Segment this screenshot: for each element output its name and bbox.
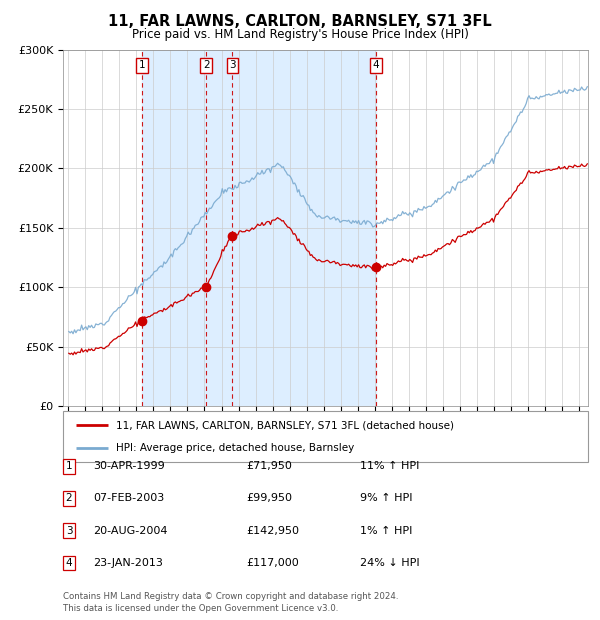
- Text: 4: 4: [65, 558, 73, 568]
- Text: £99,950: £99,950: [246, 494, 292, 503]
- Text: 1: 1: [65, 461, 73, 471]
- Text: £71,950: £71,950: [246, 461, 292, 471]
- Text: 11, FAR LAWNS, CARLTON, BARNSLEY, S71 3FL (detached house): 11, FAR LAWNS, CARLTON, BARNSLEY, S71 3F…: [115, 420, 454, 430]
- Text: 20-AUG-2004: 20-AUG-2004: [93, 526, 167, 536]
- Text: 24% ↓ HPI: 24% ↓ HPI: [360, 558, 419, 568]
- Text: HPI: Average price, detached house, Barnsley: HPI: Average price, detached house, Barn…: [115, 443, 354, 453]
- Text: 30-APR-1999: 30-APR-1999: [93, 461, 165, 471]
- Text: Price paid vs. HM Land Registry's House Price Index (HPI): Price paid vs. HM Land Registry's House …: [131, 28, 469, 41]
- Text: 9% ↑ HPI: 9% ↑ HPI: [360, 494, 413, 503]
- Text: 3: 3: [229, 60, 236, 70]
- Text: 2: 2: [65, 494, 73, 503]
- Text: 11% ↑ HPI: 11% ↑ HPI: [360, 461, 419, 471]
- Text: 4: 4: [373, 60, 379, 70]
- Text: 07-FEB-2003: 07-FEB-2003: [93, 494, 164, 503]
- Text: £142,950: £142,950: [246, 526, 299, 536]
- Text: 3: 3: [65, 526, 73, 536]
- Text: 23-JAN-2013: 23-JAN-2013: [93, 558, 163, 568]
- Text: 1: 1: [139, 60, 145, 70]
- Text: 1% ↑ HPI: 1% ↑ HPI: [360, 526, 412, 536]
- Text: 2: 2: [203, 60, 209, 70]
- Bar: [142, 50, 376, 406]
- Text: Contains HM Land Registry data © Crown copyright and database right 2024.
This d: Contains HM Land Registry data © Crown c…: [63, 591, 398, 613]
- Text: 11, FAR LAWNS, CARLTON, BARNSLEY, S71 3FL: 11, FAR LAWNS, CARLTON, BARNSLEY, S71 3F…: [108, 14, 492, 29]
- Text: £117,000: £117,000: [246, 558, 299, 568]
